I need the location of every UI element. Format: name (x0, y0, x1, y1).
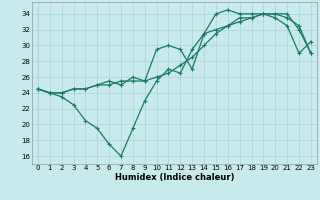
X-axis label: Humidex (Indice chaleur): Humidex (Indice chaleur) (115, 173, 234, 182)
